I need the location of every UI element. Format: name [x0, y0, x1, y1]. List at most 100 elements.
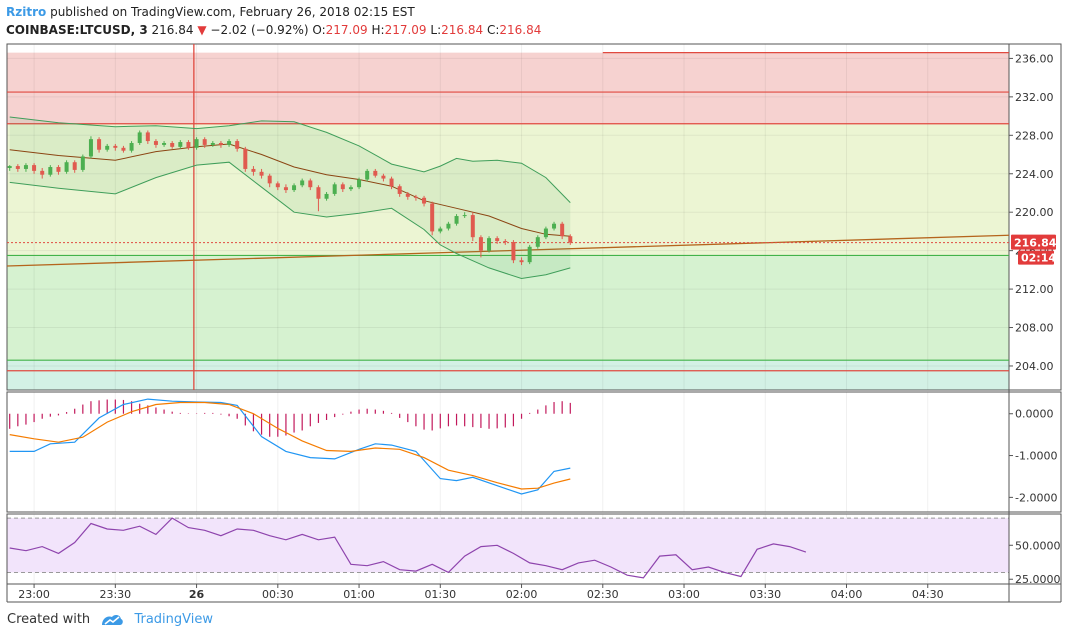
time-axis-label: 04:30: [912, 588, 944, 601]
bollinger-lower-line: [9, 161, 571, 280]
close-label: C:: [486, 23, 500, 37]
macd-axis-label: -1.0000: [1015, 450, 1057, 463]
candle-body: [422, 197, 427, 204]
candle-body: [454, 216, 459, 224]
candle-body: [552, 223, 557, 229]
ohlc-values: O:217.09 H:217.09 L:216.84 C:216.84: [312, 23, 541, 37]
candle-body: [470, 215, 475, 238]
candle-body: [324, 193, 329, 199]
price-axis-label: 220.00: [1015, 206, 1054, 219]
candle-body: [251, 168, 256, 172]
candle-body: [178, 142, 183, 147]
macd-signal-line: [9, 401, 571, 490]
high-value: 217.09: [384, 23, 427, 37]
symbol-line: COINBASE:LTCUSD, 3 216.84 ▼ −2.02 (−0.92…: [6, 21, 541, 39]
candle-body: [340, 184, 345, 190]
candle-body: [373, 170, 378, 176]
time-axis-label: 03:30: [749, 588, 781, 601]
candle-body: [56, 167, 61, 172]
rsi-axis-label: 50.0000: [1015, 539, 1061, 552]
last-time-badge-label: 02:14: [1021, 252, 1056, 265]
candle-body: [113, 145, 118, 148]
candle-body: [503, 241, 508, 243]
author-name[interactable]: Rzitro: [6, 5, 47, 19]
bollinger-upper-line: [9, 116, 571, 203]
candle-body: [23, 165, 28, 169]
candle-body: [15, 166, 20, 169]
rsi-band: [7, 518, 1009, 573]
candle-body: [332, 184, 337, 194]
publish-line: Rzitro published on TradingView.com, Feb…: [6, 3, 541, 21]
candle-body: [186, 142, 191, 148]
symbol-label: COINBASE:LTCUSD, 3: [6, 23, 148, 37]
candle-body: [308, 180, 313, 188]
candle-body: [560, 223, 565, 237]
candle-body: [129, 142, 134, 151]
candle-body: [381, 175, 386, 179]
close-value: 216.84: [499, 23, 542, 37]
candle-body: [210, 142, 215, 145]
last-price-badge-label: 216.84: [1014, 237, 1057, 250]
candle-body: [80, 156, 85, 170]
chart-header: Rzitro published on TradingView.com, Feb…: [6, 3, 541, 39]
candle-body: [462, 215, 467, 217]
price-zone-teal: [7, 360, 1009, 390]
rsi-line: [9, 517, 807, 579]
last-price: 216.84: [151, 23, 194, 37]
price-zone-red: [7, 52, 1009, 124]
candle-body: [202, 139, 207, 145]
candle-body: [519, 260, 524, 263]
published-text: published on TradingView.com, February 2…: [50, 5, 415, 19]
candle-body: [72, 162, 77, 170]
candle-body: [218, 142, 223, 145]
candle-body: [389, 178, 394, 187]
price-axis-label: 236.00: [1015, 52, 1054, 65]
price-pane-border: [6, 43, 1062, 391]
candle-body: [267, 175, 272, 184]
trend-line: [6, 234, 1010, 267]
candle-body: [137, 132, 142, 143]
candle-body: [32, 165, 37, 171]
candle-body: [478, 237, 483, 251]
candle-body: [292, 185, 297, 191]
candle-body: [300, 180, 305, 186]
candle-body: [405, 193, 410, 197]
candle-body: [194, 139, 199, 148]
candle-body: [170, 142, 175, 147]
candle-body: [527, 246, 532, 263]
candle-body: [121, 147, 126, 151]
macd-axis-label: 0.0000: [1015, 408, 1054, 421]
candle-body: [487, 238, 492, 251]
high-label: H:: [371, 23, 385, 37]
price-axis-label: 204.00: [1015, 360, 1054, 373]
time-axis-label: 02:30: [587, 588, 619, 601]
price-axis-label: 212.00: [1015, 283, 1054, 296]
macd-axis-label: -2.0000: [1015, 491, 1057, 504]
candle-body: [568, 236, 573, 243]
candle-body: [535, 237, 540, 247]
rsi-pane-border: [6, 513, 1062, 585]
time-axis-label: 01:00: [343, 588, 375, 601]
candle-body: [283, 187, 288, 191]
candle-body: [162, 142, 167, 145]
candle-body: [40, 170, 45, 175]
last-price-badge: [1011, 234, 1056, 250]
candle-body: [316, 187, 321, 199]
macd-pane-border: [6, 391, 1062, 513]
candle-body: [64, 162, 69, 172]
candle-body: [446, 223, 451, 229]
time-axis-label: 26: [189, 588, 205, 601]
change-value: −2.02 (−0.92%): [210, 23, 309, 37]
candle-body: [48, 167, 53, 175]
time-axis-label: 02:00: [506, 588, 538, 601]
bollinger-basis-line: [9, 143, 571, 237]
footer: Created with TradingView: [7, 612, 213, 627]
candle-body: [259, 171, 264, 176]
open-label: O:: [312, 23, 326, 37]
candle-body: [243, 148, 248, 169]
tradingview-brand[interactable]: TradingView: [134, 612, 213, 627]
price-axis-label: 228.00: [1015, 129, 1054, 142]
candle-body: [348, 187, 353, 190]
time-axis-label: 23:30: [99, 588, 131, 601]
